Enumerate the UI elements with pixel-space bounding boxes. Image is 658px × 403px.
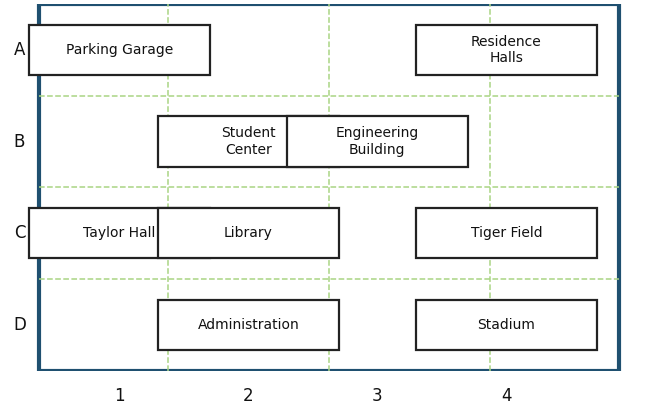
Text: 1: 1 — [114, 387, 125, 403]
Text: Administration: Administration — [197, 318, 299, 332]
Bar — [158, 300, 339, 350]
Text: 4: 4 — [501, 387, 511, 403]
Text: C: C — [14, 224, 25, 242]
Text: A: A — [14, 41, 25, 59]
Text: Stadium: Stadium — [478, 318, 535, 332]
Text: Engineering
Building: Engineering Building — [336, 127, 419, 157]
Bar — [29, 208, 210, 258]
Text: 2: 2 — [243, 387, 254, 403]
Text: Tiger Field: Tiger Field — [470, 226, 542, 240]
Text: B: B — [14, 133, 25, 151]
Text: Taylor Hall: Taylor Hall — [84, 226, 155, 240]
Bar — [29, 25, 210, 75]
Text: Library: Library — [224, 226, 273, 240]
Bar — [416, 208, 597, 258]
Bar — [416, 25, 597, 75]
Bar — [158, 208, 339, 258]
Text: 3: 3 — [372, 387, 383, 403]
Text: Residence
Halls: Residence Halls — [471, 35, 542, 65]
Text: D: D — [13, 316, 26, 334]
Bar — [416, 300, 597, 350]
Text: Student
Center: Student Center — [221, 127, 276, 157]
Text: Parking Garage: Parking Garage — [66, 43, 173, 57]
Bar — [158, 116, 339, 167]
Bar — [287, 116, 468, 167]
